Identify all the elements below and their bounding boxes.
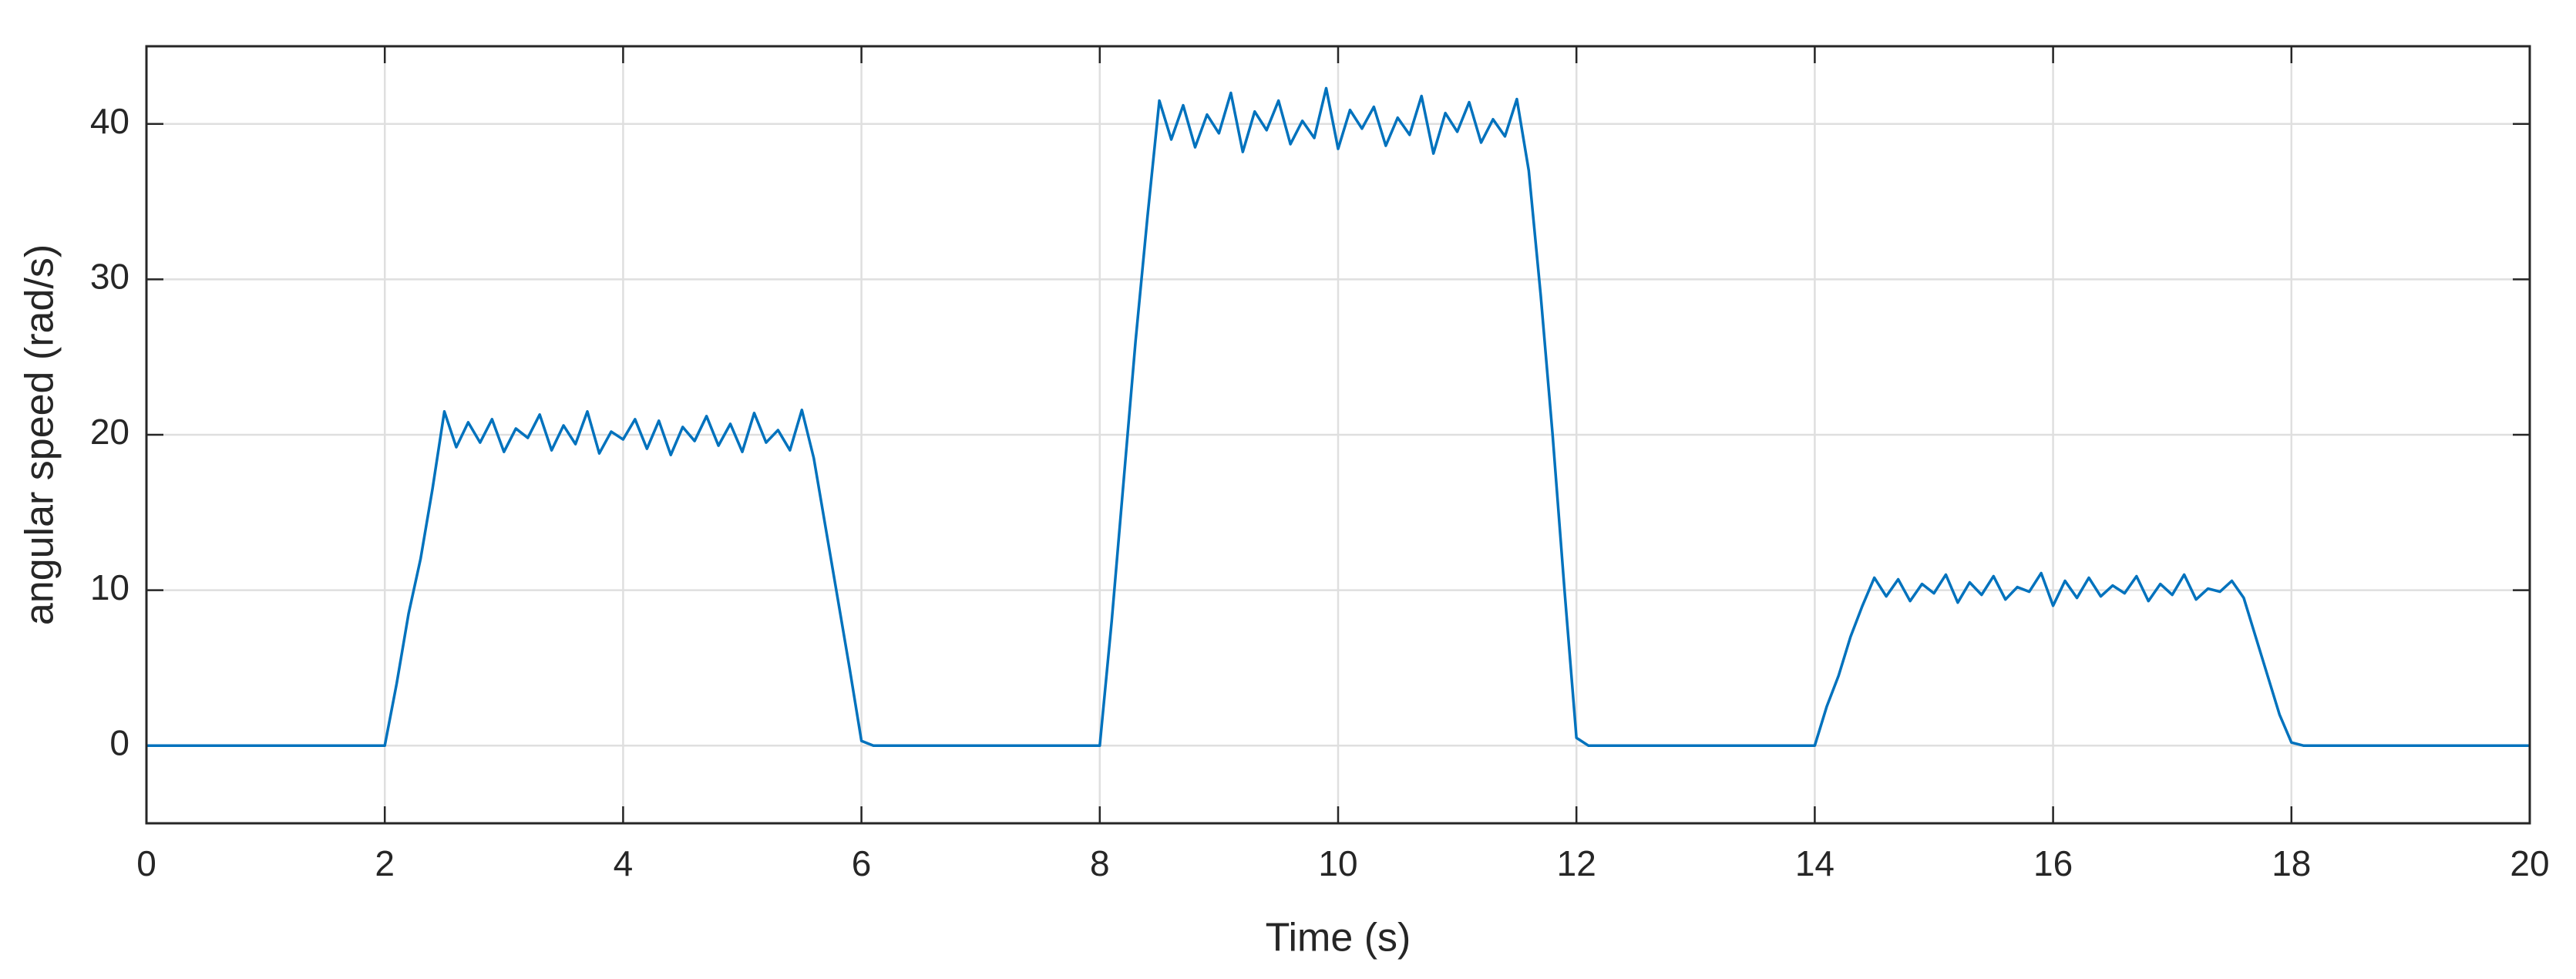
y-tick-label: 30 [90,257,129,297]
x-tick-label: 12 [1557,843,1596,883]
y-tick-label: 10 [90,567,129,607]
y-axis-label: angular speed (rad/s) [18,244,62,625]
x-tick-label: 10 [1318,843,1357,883]
x-tick-label: 2 [375,843,395,883]
data-line [146,86,2530,747]
x-tick-label: 16 [2033,843,2073,883]
y-tick-label: 20 [90,412,129,452]
x-tick-label: 6 [852,843,872,883]
x-tick-label: 4 [614,843,634,883]
x-tick-label: 0 [136,843,156,883]
y-tick-label: 40 [90,101,129,141]
x-tick-label: 8 [1090,843,1110,883]
x-tick-label: 20 [2510,843,2549,883]
x-axis-label: Time (s) [1266,916,1411,960]
x-tick-label: 18 [2272,843,2311,883]
x-tick-label: 14 [1795,843,1834,883]
y-tick-label: 0 [109,722,129,762]
plot-frame [145,45,2531,825]
